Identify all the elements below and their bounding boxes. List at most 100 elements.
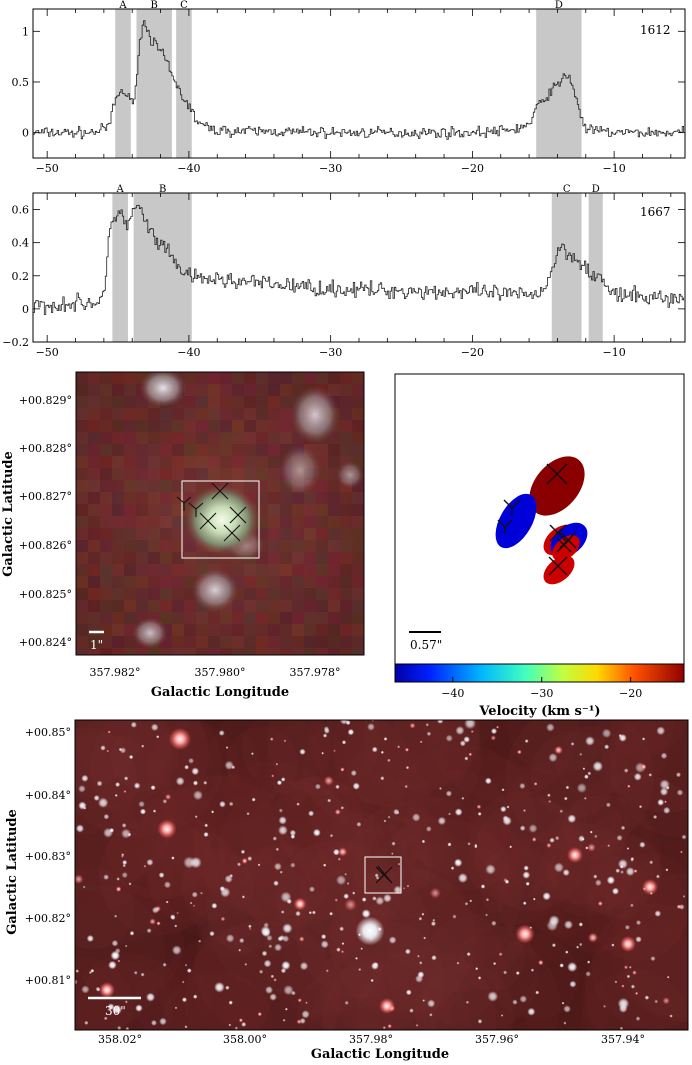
scale-bar-label: 0.57" [410,638,442,652]
maser-ellipses [495,456,588,585]
y-tick-labels: +00.85° +00.84° +00.83° +00.82° +00.81° [25,726,71,987]
x-tick-label: −40 [177,162,200,175]
region-D [588,193,603,342]
x-tick-label: 357.980° [195,666,246,679]
y-tick-label: +00.827° [19,490,72,503]
scale-bar-label: 30" [105,1004,126,1018]
maser-x-marker [559,531,577,549]
maser-x-marker [199,512,217,530]
x-tick-label: −20 [461,162,484,175]
x-tick-label: −10 [603,162,626,175]
source-box [364,856,402,894]
maser-ellipse [543,555,575,585]
maser-x-marker [548,556,568,576]
y-tick-label: 0.2 [12,270,30,283]
wide-field-image: 30" [75,720,688,1030]
x-axis-ticks: −50 −40 −30 −20 −10 [36,193,672,359]
colorbar-tick-label: −20 [619,687,642,700]
x-axis-label: Galactic Longitude [311,1047,449,1062]
x-tick-labels: 358.02° 358.00° 357.98° 357.96° 357.94° [98,1033,645,1046]
y-tick-label: 0.5 [12,76,30,89]
y-axis-ticks: 00.51 [12,25,685,140]
y-tick-label: 0 [22,127,29,140]
highlighted-velocity-ranges [115,9,582,158]
x-tick-label: −50 [36,162,59,175]
region-label: B [159,184,166,195]
y-tick-label: +00.824° [19,636,72,649]
x-tick-label: −50 [36,346,59,359]
region-A [115,9,131,158]
maser-x-marker [546,463,568,485]
y-tick-label: +00.81° [25,974,71,987]
y-tick-label: +00.826° [19,539,72,552]
maser-x-marker [556,537,572,553]
maser-y-marker [497,519,513,534]
region-labels: A B C D [118,0,562,11]
x-tick-label: 358.00° [223,1033,267,1046]
colorbar-tick-label: −30 [530,687,553,700]
colorbar-label: Velocity (km s⁻¹) [478,704,600,719]
region-label: A [116,184,125,195]
spectrum-trace-1612 [33,20,684,140]
scale-bar-label: 1" [90,638,103,652]
y-tick-label: 0.4 [12,237,30,250]
maser-ellipse [510,501,532,531]
maser-y-marker [176,496,192,511]
spectrum-1667-panel: A B C D −50 −40 −30 −20 −10 −0.2 0 0.2 0.4 0.6 1667 [2,184,686,359]
y-tick-label: +00.85° [25,726,71,739]
maser-y-marker [503,499,521,516]
y-tick-label: 1 [22,25,29,38]
y-tick-label: 0.6 [12,204,30,217]
x-tick-label: 358.02° [98,1033,142,1046]
highlighted-velocity-ranges [112,193,603,342]
region-label: C [563,184,571,195]
spectrum-label: 1667 [640,205,671,219]
y-tick-label: 0 [22,303,29,316]
zoomed-image-panel: 1" 357.982° 357.980° 357.978° +00.829° +00.… [1,371,365,700]
region-labels: A B C D [116,184,600,195]
maser-markers [497,463,577,576]
region-label: D [592,184,600,195]
y-axis-ticks: −0.2 0 0.2 0.4 0.6 [2,204,685,349]
region-label: D [555,0,563,11]
maser-y-marker [188,502,204,517]
colorbar-tick-label: −40 [441,687,464,700]
y-axis-label: Galactic Latitude [5,809,20,935]
source-box [181,480,260,559]
maser-ellipse [529,456,585,516]
maser-x-marker [211,482,229,500]
maser-x-marker [375,865,393,884]
region-B [133,193,192,342]
panel-frame [75,371,365,656]
spectrum-label: 1612 [640,23,671,37]
y-tick-label: +00.83° [25,850,71,863]
x-tick-label: −30 [319,162,342,175]
y-tick-label: +00.84° [25,789,71,802]
maser-x-marker [229,506,247,524]
region-A [112,193,128,342]
spectrum-trace-1667 [33,204,684,315]
panel-frame [394,373,685,665]
zoomed-image: 1" [76,372,364,655]
x-tick-label: −20 [461,346,484,359]
y-tick-label: +00.829° [19,394,72,407]
x-tick-label: 357.94° [601,1033,645,1046]
colorbar [394,663,685,683]
region-label: C [180,0,188,11]
y-tick-label: +00.82° [25,912,71,925]
x-tick-label: 357.978° [290,666,341,679]
x-tick-label: −30 [319,346,342,359]
x-tick-label: 357.982° [90,666,141,679]
velocity-ellipse-panel: 0.57" −40 −30 −20 Velocity (km s⁻¹) [394,373,685,719]
y-tick-labels: +00.829° +00.828° +00.827° +00.826° +00.825°… [19,394,72,649]
region-label: A [118,0,127,11]
wide-field-image-panel: 30" 358.02° 358.00° 357.98° 357.96° 357.94° … [5,719,689,1062]
maser-markers [176,482,247,542]
x-tick-label: 357.96° [475,1033,519,1046]
maser-x-marker [223,524,241,542]
x-tick-labels: 357.982° 357.980° 357.978° [90,666,341,679]
y-axis-label: Galactic Latitude [1,451,16,577]
maser-x-marker [549,524,567,542]
